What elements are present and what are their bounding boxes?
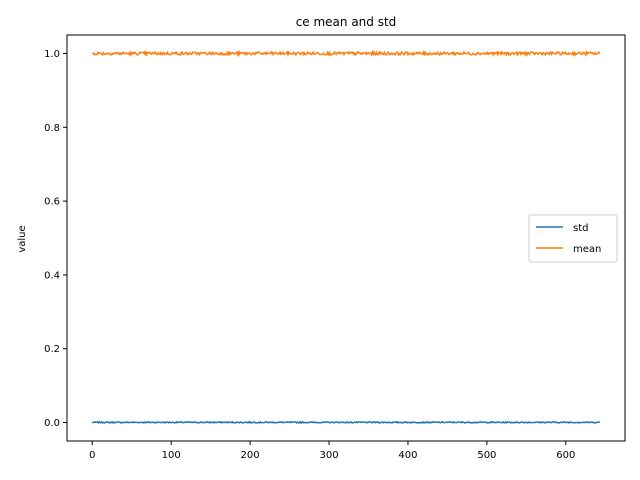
x-tick-label: 400 xyxy=(398,450,417,461)
y-tick-label: 0.0 xyxy=(44,418,60,429)
legend-label-std: std xyxy=(573,223,588,234)
series-line-std xyxy=(91,420,601,425)
axes-frame xyxy=(66,34,626,442)
x-tick-label: 200 xyxy=(241,450,260,461)
chart-title: ce mean and std xyxy=(296,15,397,29)
y-tick-label: 0.2 xyxy=(44,344,60,355)
legend: std mean xyxy=(528,214,618,263)
x-tick-label: 600 xyxy=(556,450,575,461)
y-tick-label: 0.6 xyxy=(44,197,60,208)
y-axis-label: value xyxy=(17,225,28,252)
x-tick-label: 300 xyxy=(319,450,338,461)
x-tick-label: 100 xyxy=(162,450,181,461)
y-tick-label: 1.0 xyxy=(44,49,60,60)
plot-area xyxy=(91,49,601,425)
y-tick-label: 0.4 xyxy=(44,270,60,281)
legend-label-mean: mean xyxy=(573,244,601,255)
ticks: 0 100 200 300 400 500 600 0.0 0.2 0.4 0.6 0.8 1.0 xyxy=(44,49,575,461)
series-line-mean xyxy=(92,49,601,58)
x-tick-label: 0 xyxy=(89,450,95,461)
x-tick-label: 500 xyxy=(477,450,496,461)
y-tick-label: 0.8 xyxy=(44,123,60,134)
